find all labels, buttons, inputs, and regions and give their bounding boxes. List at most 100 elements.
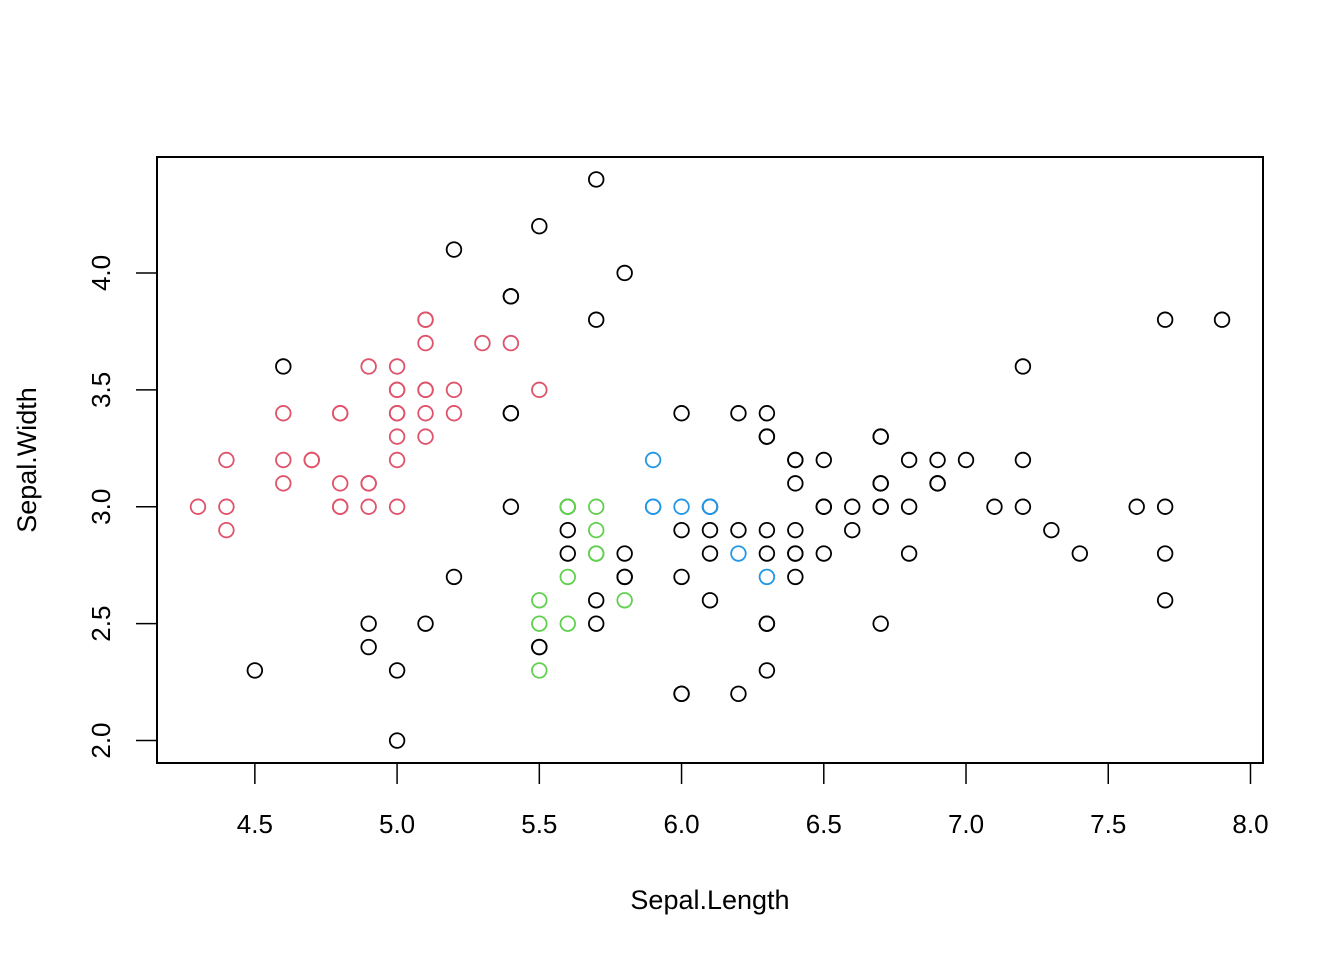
data-point-black <box>929 451 946 469</box>
data-point-black <box>531 218 548 235</box>
data-point-black <box>1156 545 1174 562</box>
y-tick-label: 2.0 <box>86 722 116 758</box>
data-point-blue <box>730 545 747 562</box>
data-point-black <box>986 498 1003 515</box>
data-point-black <box>1014 498 1032 515</box>
data-point-blue <box>758 568 776 586</box>
data-point-black <box>844 498 861 515</box>
data-point-blue <box>701 498 719 515</box>
data-point-pink <box>388 381 406 399</box>
x-axis-title: Sepal.Length <box>630 885 789 915</box>
data-point-black <box>616 545 633 562</box>
data-point-pink <box>445 405 463 422</box>
y-axis: 2.0 2.5 3.0 3.5 4.0 <box>86 255 157 759</box>
data-point-pink <box>388 498 406 515</box>
data-point-black <box>872 615 889 632</box>
data-point-black <box>360 615 377 632</box>
data-point-green <box>531 615 548 632</box>
x-tick-label: 6.5 <box>806 809 842 839</box>
data-point-green <box>559 615 576 632</box>
data-point-pink <box>275 475 292 492</box>
data-point-black <box>1043 521 1060 539</box>
data-point-black <box>730 685 747 702</box>
data-point-green <box>559 498 576 515</box>
data-point-black <box>502 498 520 515</box>
data-point-black <box>730 521 747 539</box>
data-point-black <box>758 521 776 539</box>
data-point-black <box>929 475 946 492</box>
data-point-black <box>787 545 804 562</box>
plot-frame <box>156 156 1264 764</box>
x-tick-label: 7.0 <box>948 809 984 839</box>
data-point-black <box>701 521 719 539</box>
data-point-black <box>502 405 520 422</box>
y-tick-label: 2.5 <box>86 606 116 642</box>
data-point-black <box>1213 311 1231 328</box>
x-tick-label: 8.0 <box>1232 809 1268 839</box>
data-point-black <box>502 288 520 305</box>
data-point-black <box>730 405 747 422</box>
data-point-pink <box>360 475 377 492</box>
data-point-black <box>445 241 463 258</box>
data-point-black <box>758 405 776 422</box>
data-point-pink <box>388 405 406 422</box>
x-tick-label: 7.5 <box>1090 809 1126 839</box>
data-point-black <box>701 592 719 609</box>
data-point-black <box>787 568 804 586</box>
data-point-black <box>588 592 605 609</box>
data-point-black <box>872 428 889 445</box>
data-point-black <box>1014 358 1032 375</box>
data-point-black <box>872 475 889 492</box>
data-point-black <box>246 662 264 679</box>
y-axis-title: Sepal.Width <box>12 387 42 533</box>
y-tick-label: 3.5 <box>86 372 116 408</box>
data-point-pink <box>218 521 235 539</box>
data-point-pink <box>417 428 434 445</box>
data-point-pink <box>417 311 434 328</box>
data-point-green <box>616 592 633 609</box>
data-point-pink <box>360 498 377 515</box>
data-point-pink <box>360 358 377 375</box>
data-point-black <box>701 545 719 562</box>
data-point-black <box>758 545 776 562</box>
data-point-pink <box>218 451 235 469</box>
data-point-black <box>1156 592 1174 609</box>
data-point-pink <box>388 358 406 375</box>
data-point-blue <box>644 498 662 515</box>
data-point-black <box>588 171 605 188</box>
data-point-pink <box>331 498 349 515</box>
data-point-green <box>588 521 605 539</box>
data-point-black <box>388 662 406 679</box>
data-point-black <box>815 498 832 515</box>
data-point-black <box>900 451 918 469</box>
y-tick-label: 3.0 <box>86 489 116 525</box>
data-point-pink <box>218 498 235 515</box>
data-point-black <box>417 615 434 632</box>
data-point-black <box>872 498 889 515</box>
data-point-pink <box>417 334 434 352</box>
data-point-black <box>388 732 406 749</box>
data-point-pink <box>331 405 349 422</box>
data-points <box>189 171 1231 749</box>
data-point-pink <box>417 405 434 422</box>
data-point-pink <box>417 381 434 399</box>
data-point-pink <box>275 405 292 422</box>
data-point-black <box>559 521 576 539</box>
data-point-pink <box>388 451 406 469</box>
data-point-black <box>758 662 776 679</box>
data-point-black <box>787 521 804 539</box>
x-tick-label: 5.5 <box>521 809 557 839</box>
x-tick-label: 4.5 <box>237 809 273 839</box>
data-point-black <box>1014 451 1032 469</box>
y-tick-label: 4.0 <box>86 255 116 291</box>
data-point-black <box>559 545 576 562</box>
data-point-pink <box>474 334 491 352</box>
data-point-pink <box>331 475 349 492</box>
data-point-black <box>360 638 377 656</box>
data-point-black <box>787 451 804 469</box>
data-point-black <box>445 568 463 586</box>
data-point-black <box>673 568 690 586</box>
data-point-black <box>1128 498 1145 515</box>
data-point-green <box>531 592 548 609</box>
data-point-black <box>588 311 605 328</box>
